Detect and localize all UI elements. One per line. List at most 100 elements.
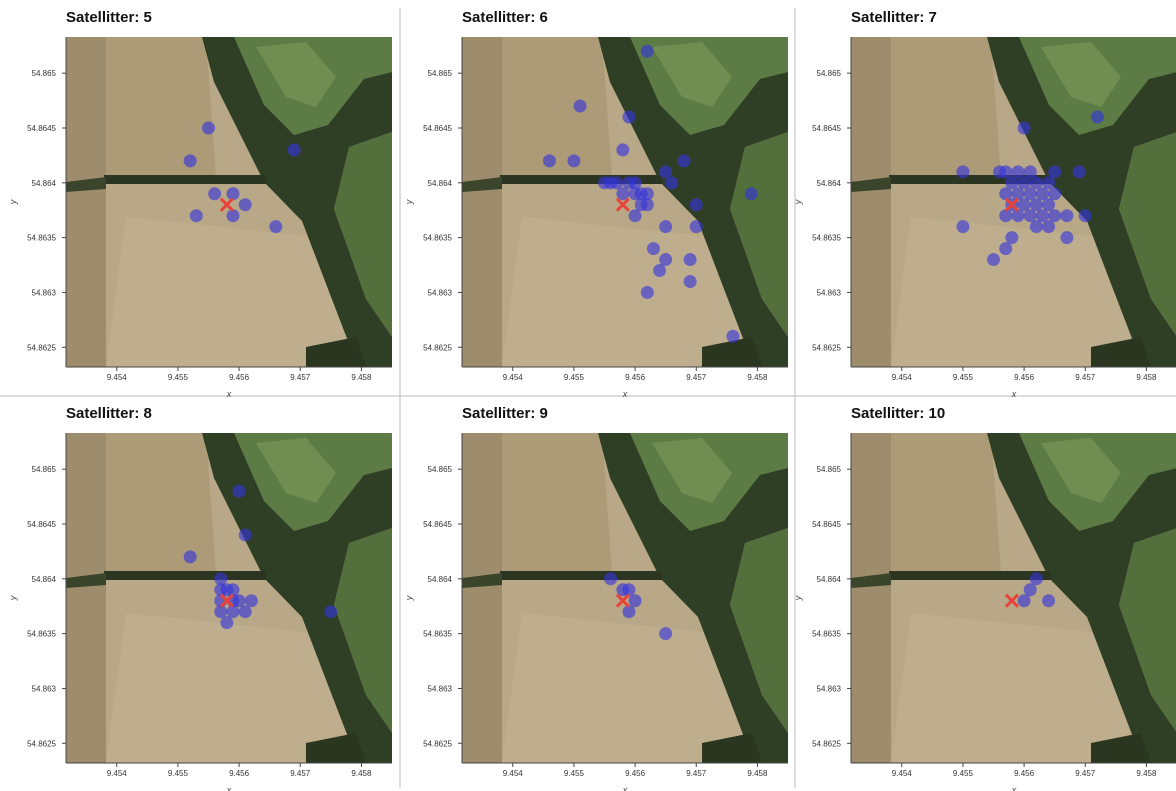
x-axis-label: x <box>226 785 232 791</box>
y-tick-label: 54.8635 <box>812 630 841 639</box>
point <box>629 594 642 607</box>
point <box>184 154 197 167</box>
y-tick-label: 54.864 <box>817 575 842 584</box>
y-axis-label: y <box>404 199 414 205</box>
point <box>999 242 1012 255</box>
point <box>1030 198 1043 211</box>
point <box>1005 231 1018 244</box>
point <box>208 187 221 200</box>
x-tick-label: 9.457 <box>1075 373 1096 382</box>
x-tick-label: 9.454 <box>892 373 913 382</box>
y-tick-label: 54.865 <box>817 69 842 78</box>
y-tick-label: 54.8635 <box>27 234 56 243</box>
x-tick-label: 9.457 <box>686 769 707 778</box>
point <box>641 45 654 58</box>
y-tick-label: 54.8645 <box>27 520 56 529</box>
point <box>233 485 246 498</box>
y-tick-label: 54.8625 <box>812 343 841 352</box>
x-tick-label: 9.455 <box>168 373 189 382</box>
point <box>1048 187 1061 200</box>
x-tick-label: 9.456 <box>1014 373 1035 382</box>
point <box>1079 209 1092 222</box>
x-tick-label: 9.454 <box>503 373 524 382</box>
point <box>678 154 691 167</box>
point <box>1073 165 1086 178</box>
point <box>1018 176 1031 189</box>
x-tick-label: 9.456 <box>625 769 646 778</box>
point <box>1024 187 1037 200</box>
point <box>641 198 654 211</box>
y-tick-label: 54.865 <box>32 69 57 78</box>
x-axis-label: x <box>1011 785 1017 791</box>
point <box>684 275 697 288</box>
point <box>999 165 1012 178</box>
y-tick-label: 54.8625 <box>812 739 841 748</box>
y-tick-label: 54.8645 <box>812 124 841 133</box>
x-tick-label: 9.458 <box>747 769 768 778</box>
point <box>1042 198 1055 211</box>
point <box>239 528 252 541</box>
point <box>567 154 580 167</box>
chart-title: Satellitter: 7 <box>851 9 937 26</box>
point <box>690 220 703 233</box>
point <box>239 198 252 211</box>
y-axis-label: y <box>793 199 803 205</box>
point <box>1042 594 1055 607</box>
point <box>269 220 282 233</box>
y-tick-label: 54.8625 <box>423 343 452 352</box>
point <box>1030 572 1043 585</box>
point <box>956 220 969 233</box>
chart-title: Satellitter: 8 <box>66 405 152 422</box>
point <box>610 176 623 189</box>
point <box>987 253 1000 266</box>
point <box>1024 209 1037 222</box>
point <box>226 187 239 200</box>
x-tick-label: 9.457 <box>290 769 311 778</box>
x-axis-label: x <box>1011 389 1017 399</box>
point <box>202 121 215 134</box>
point <box>1011 165 1024 178</box>
x-tick-label: 9.454 <box>107 373 128 382</box>
point <box>690 198 703 211</box>
y-tick-label: 54.8635 <box>423 234 452 243</box>
y-tick-label: 54.865 <box>32 465 57 474</box>
x-tick-label: 9.455 <box>564 769 585 778</box>
y-tick-label: 54.863 <box>428 288 453 297</box>
point <box>999 187 1012 200</box>
y-tick-label: 54.863 <box>32 684 57 693</box>
point <box>726 330 739 343</box>
point <box>1024 583 1037 596</box>
point <box>1042 220 1055 233</box>
point <box>629 187 642 200</box>
x-axis-label: x <box>622 389 628 399</box>
point <box>220 616 233 629</box>
x-tick-label: 9.455 <box>953 769 974 778</box>
x-axis-label: x <box>622 785 628 791</box>
point <box>604 572 617 585</box>
point <box>1042 176 1055 189</box>
y-tick-label: 54.865 <box>428 69 453 78</box>
point <box>1018 121 1031 134</box>
y-tick-label: 54.8635 <box>27 630 56 639</box>
point <box>574 100 587 113</box>
y-tick-label: 54.8645 <box>27 124 56 133</box>
point <box>622 583 635 596</box>
point <box>659 253 672 266</box>
y-tick-label: 54.8625 <box>423 739 452 748</box>
x-tick-label: 9.455 <box>953 373 974 382</box>
y-tick-label: 54.864 <box>817 179 842 188</box>
y-tick-label: 54.8635 <box>423 630 452 639</box>
y-tick-label: 54.863 <box>428 684 453 693</box>
point <box>1036 209 1049 222</box>
y-axis-label: y <box>793 595 803 601</box>
figure: Satellitter: 59.4549.4559.4569.4579.4585… <box>0 0 1176 791</box>
point <box>1048 165 1061 178</box>
x-tick-label: 9.454 <box>892 769 913 778</box>
point <box>1036 187 1049 200</box>
y-tick-label: 54.865 <box>817 465 842 474</box>
y-tick-label: 54.864 <box>428 179 453 188</box>
point <box>1018 198 1031 211</box>
